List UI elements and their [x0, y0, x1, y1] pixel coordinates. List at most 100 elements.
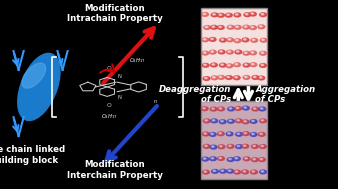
Circle shape [219, 76, 222, 77]
Circle shape [260, 38, 267, 42]
Circle shape [243, 171, 246, 172]
Circle shape [210, 107, 217, 111]
Circle shape [219, 157, 222, 159]
Circle shape [234, 39, 241, 43]
Text: Deaggregation
of CPs: Deaggregation of CPs [159, 85, 232, 104]
Circle shape [213, 14, 215, 15]
Circle shape [235, 64, 238, 65]
Circle shape [228, 39, 231, 40]
Circle shape [203, 13, 206, 15]
Circle shape [260, 64, 266, 67]
Circle shape [227, 76, 230, 78]
Circle shape [202, 132, 209, 136]
Circle shape [245, 158, 247, 159]
Circle shape [251, 158, 258, 162]
Circle shape [203, 158, 206, 159]
Circle shape [236, 145, 242, 149]
Circle shape [228, 145, 231, 146]
Circle shape [260, 51, 266, 55]
Circle shape [218, 145, 225, 149]
Circle shape [251, 38, 258, 42]
Circle shape [204, 171, 207, 172]
Circle shape [218, 76, 224, 79]
Ellipse shape [18, 53, 60, 121]
Circle shape [205, 26, 208, 28]
Circle shape [234, 157, 240, 161]
Circle shape [243, 76, 250, 79]
Circle shape [244, 132, 246, 134]
Circle shape [220, 146, 222, 147]
Circle shape [244, 52, 247, 53]
Circle shape [236, 26, 238, 27]
Text: $_n$: $_n$ [153, 98, 158, 106]
Circle shape [213, 170, 216, 172]
Text: Aggregation
of CPs: Aggregation of CPs [255, 85, 315, 104]
Circle shape [236, 132, 242, 136]
Circle shape [260, 145, 266, 148]
Text: O: O [107, 103, 112, 108]
Circle shape [218, 13, 224, 17]
Circle shape [225, 76, 232, 79]
Circle shape [259, 158, 265, 162]
FancyArrowPatch shape [100, 64, 115, 73]
Circle shape [227, 38, 234, 42]
Circle shape [211, 157, 214, 159]
Circle shape [260, 119, 266, 123]
Circle shape [235, 171, 238, 172]
Circle shape [227, 158, 234, 161]
Circle shape [235, 77, 237, 78]
Circle shape [237, 145, 240, 147]
Circle shape [229, 108, 232, 109]
Circle shape [242, 120, 249, 124]
Circle shape [228, 51, 231, 52]
Circle shape [204, 77, 207, 79]
Circle shape [205, 145, 207, 146]
Circle shape [252, 171, 255, 172]
Circle shape [221, 64, 223, 65]
Circle shape [219, 120, 226, 124]
Circle shape [236, 51, 239, 52]
Circle shape [236, 40, 238, 41]
Text: Modification
Interchain Property: Modification Interchain Property [67, 160, 163, 180]
Circle shape [258, 76, 265, 80]
Circle shape [260, 133, 262, 135]
Circle shape [211, 76, 218, 80]
Circle shape [228, 170, 231, 171]
Circle shape [234, 13, 241, 17]
Circle shape [236, 119, 242, 123]
Circle shape [229, 120, 232, 122]
Circle shape [261, 52, 264, 53]
Circle shape [251, 133, 254, 135]
Circle shape [244, 121, 246, 122]
Circle shape [261, 120, 264, 121]
Circle shape [249, 12, 256, 16]
Circle shape [203, 144, 210, 148]
Circle shape [226, 132, 233, 136]
Circle shape [218, 107, 224, 111]
Circle shape [211, 63, 217, 67]
Circle shape [211, 38, 213, 40]
Circle shape [204, 133, 207, 134]
Circle shape [233, 76, 240, 80]
Circle shape [243, 132, 249, 136]
Circle shape [203, 52, 206, 53]
Circle shape [228, 107, 235, 111]
Circle shape [242, 170, 248, 174]
Circle shape [204, 64, 206, 65]
Circle shape [203, 119, 210, 123]
Bar [201, 8, 267, 85]
Circle shape [221, 120, 223, 122]
Circle shape [217, 132, 224, 136]
Circle shape [237, 119, 239, 121]
Circle shape [213, 77, 215, 78]
Circle shape [243, 51, 250, 55]
Circle shape [221, 170, 224, 171]
Circle shape [260, 13, 266, 17]
Circle shape [211, 25, 217, 29]
Circle shape [250, 26, 257, 29]
Circle shape [203, 77, 210, 81]
Circle shape [237, 133, 240, 134]
Circle shape [244, 107, 246, 108]
Circle shape [261, 145, 264, 147]
Circle shape [202, 38, 209, 42]
